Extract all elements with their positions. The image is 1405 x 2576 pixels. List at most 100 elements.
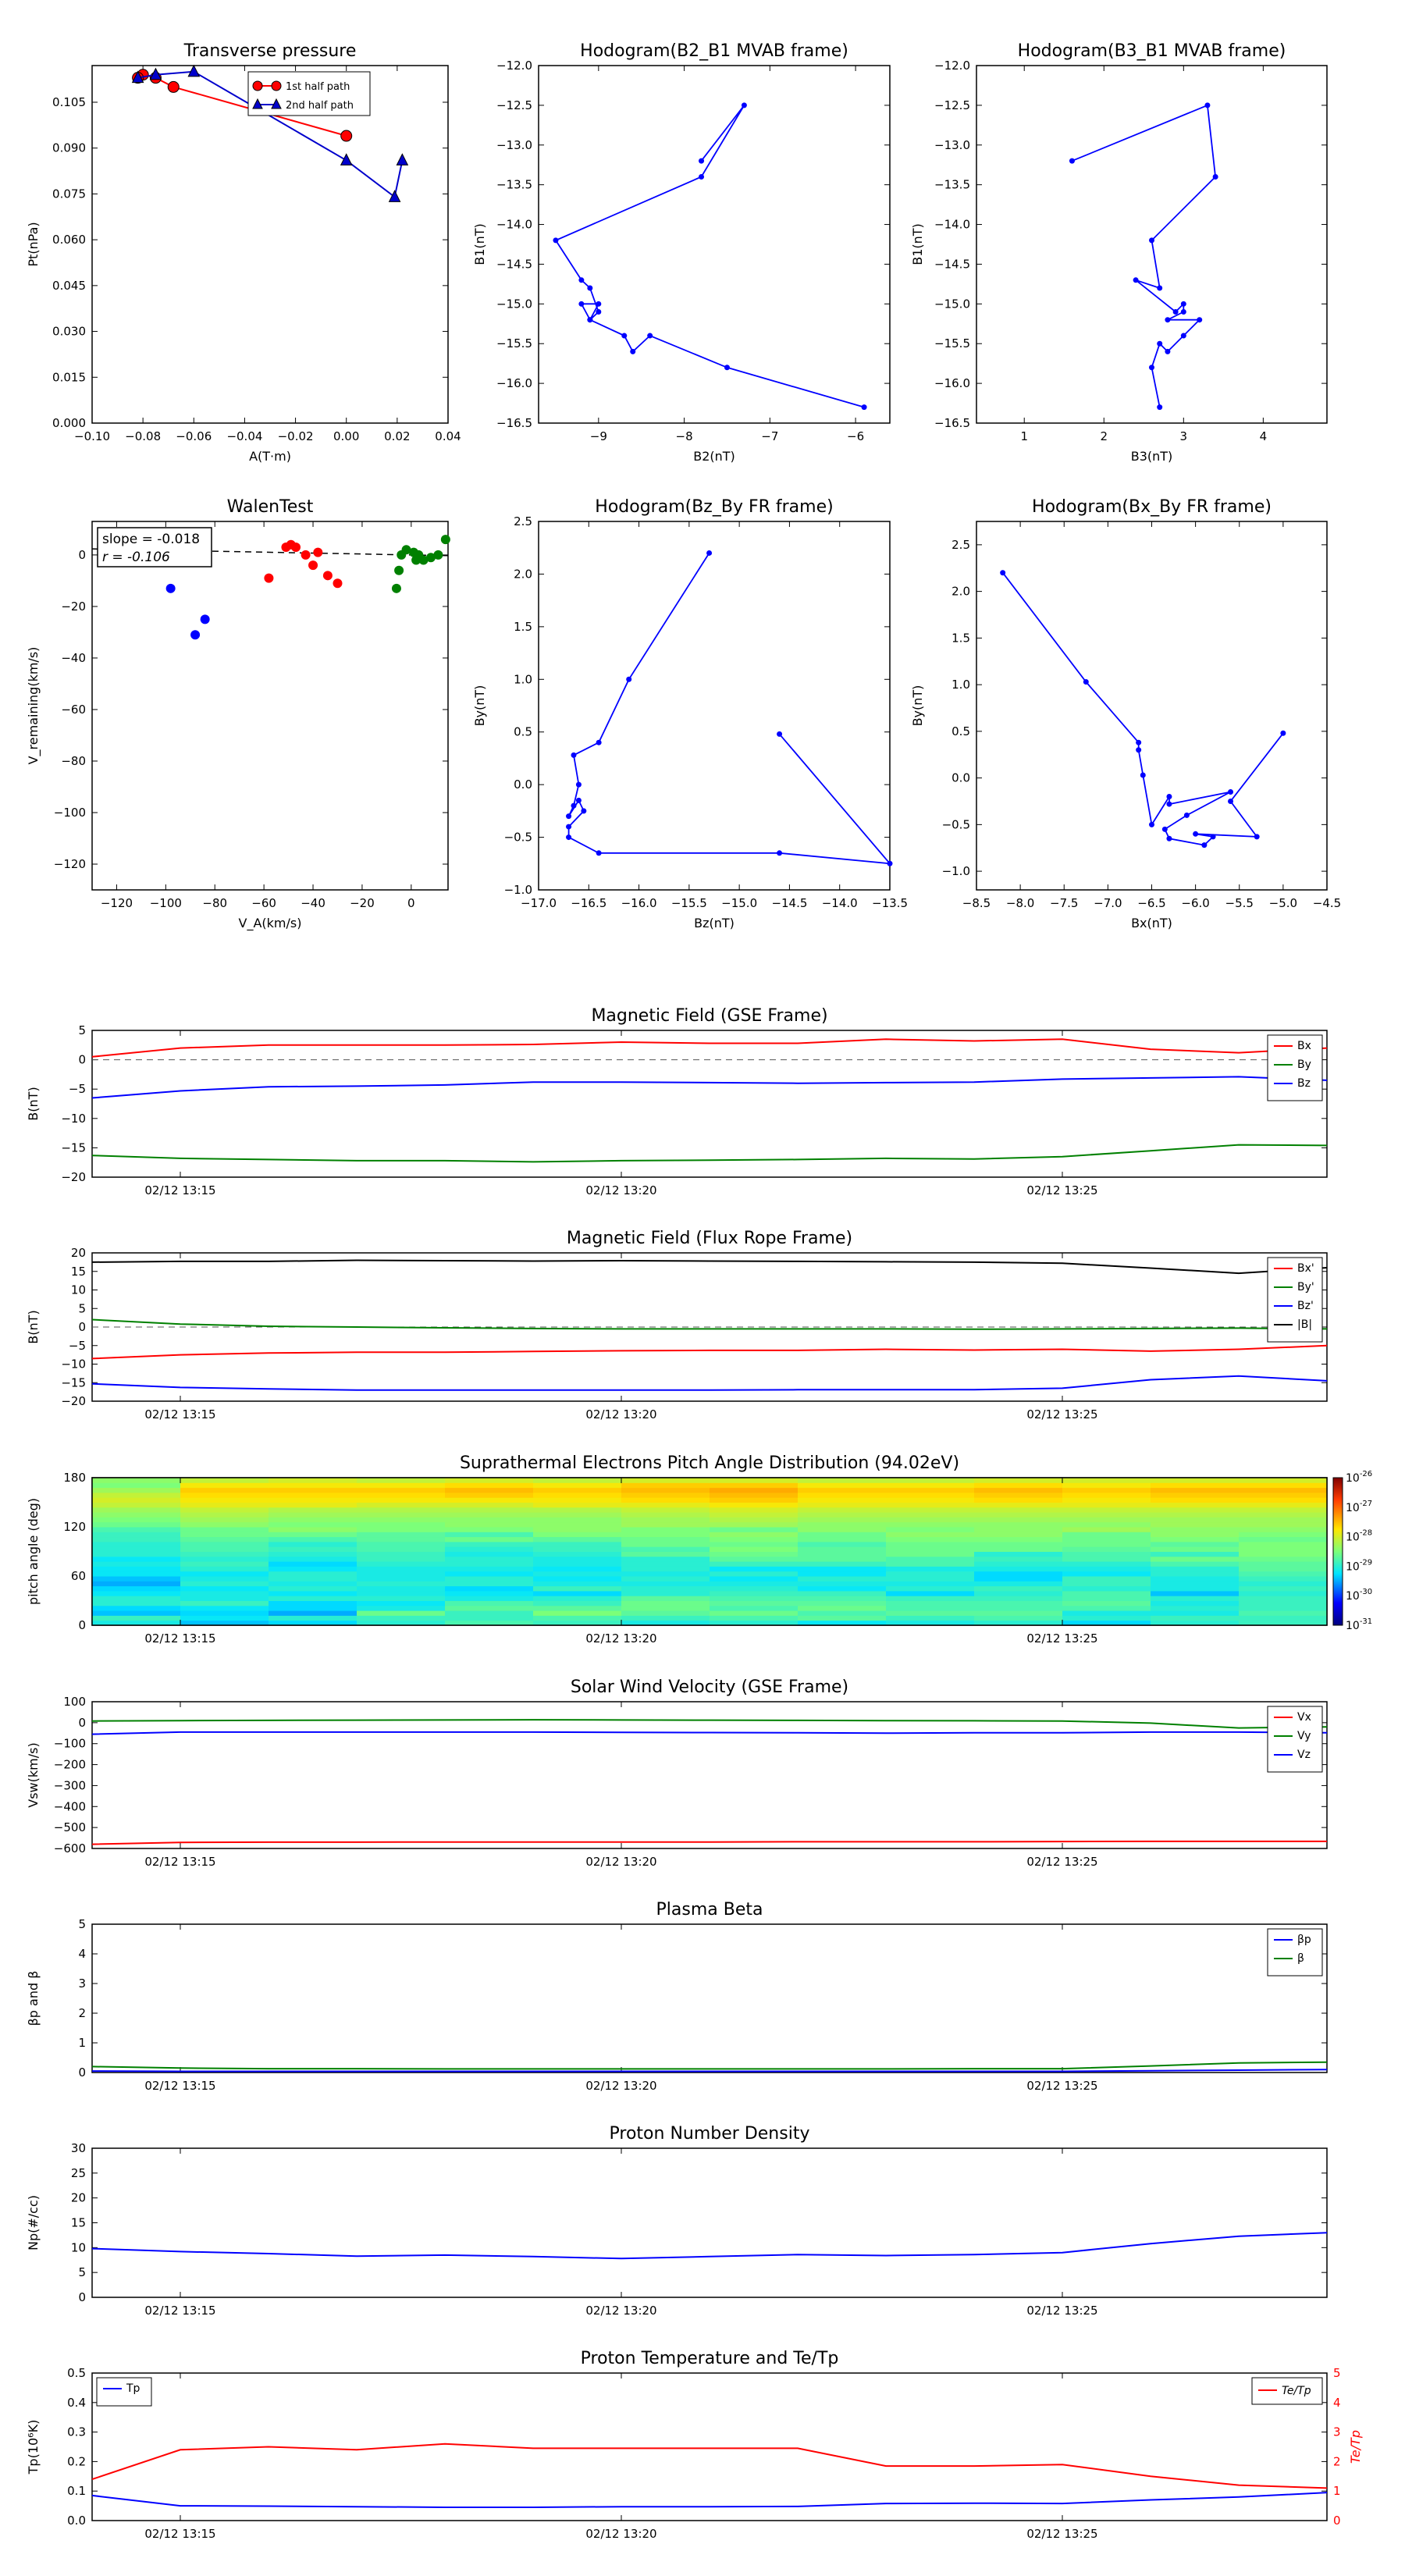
heatmap-cell xyxy=(1062,1517,1151,1523)
heatmap-cell xyxy=(269,1585,357,1592)
heatmap-cell xyxy=(1151,1512,1240,1517)
y-tick-label-right: 3 xyxy=(1333,2425,1341,2439)
heatmap-cell xyxy=(974,1600,1063,1606)
heatmap-cell xyxy=(621,1561,710,1567)
heatmap-cell xyxy=(357,1532,446,1538)
data-point xyxy=(396,153,409,165)
data-point xyxy=(596,301,602,307)
x-tick-label: 02/12 13:15 xyxy=(144,1183,215,1197)
heatmap-cell xyxy=(886,1532,975,1538)
heatmap-cell xyxy=(1062,1546,1151,1552)
heatmap-cell xyxy=(710,1556,799,1562)
heatmap-cell xyxy=(1151,1551,1240,1557)
heatmap-cell xyxy=(798,1556,887,1562)
heatmap-cell xyxy=(445,1585,534,1592)
x-tick-label: −6 xyxy=(847,429,864,443)
legend-label: β xyxy=(1297,1952,1304,1965)
data-point xyxy=(394,565,404,575)
heatmap-cell xyxy=(974,1590,1063,1596)
heatmap-cell xyxy=(974,1492,1063,1498)
heatmap-cell xyxy=(1151,1517,1240,1523)
heatmap-cell xyxy=(621,1610,710,1616)
data-point xyxy=(1280,730,1286,736)
chart-title: Hodogram(B2_B1 MVAB frame) xyxy=(580,41,848,61)
data-point xyxy=(1165,317,1171,323)
heatmap-cell xyxy=(1151,1585,1240,1592)
y-axis-label: pitch angle (deg) xyxy=(26,1498,41,1605)
heatmap-cell xyxy=(533,1521,622,1528)
data-point xyxy=(308,560,318,571)
heatmap-cell xyxy=(886,1605,975,1611)
plot-frame xyxy=(91,521,449,891)
data-point xyxy=(1172,309,1179,315)
x-tick-label: 2 xyxy=(1100,429,1108,443)
heatmap-cell xyxy=(886,1497,975,1503)
heatmap-cell xyxy=(445,1551,534,1557)
heatmap-cell xyxy=(445,1581,534,1587)
heatmap-cell xyxy=(180,1590,269,1596)
heatmap-cell xyxy=(886,1610,975,1616)
colorbar-tick-label: 10-29 xyxy=(1346,1558,1372,1573)
heatmap-cell xyxy=(1062,1610,1151,1616)
y-tick-label: 2 xyxy=(78,2006,86,2020)
heatmap-cell xyxy=(1062,1512,1151,1517)
data-point xyxy=(264,573,274,583)
heatmap-cell xyxy=(1151,1571,1240,1577)
x-tick-label: 02/12 13:25 xyxy=(1026,2527,1097,2541)
heatmap-cell xyxy=(445,1478,534,1483)
x-tick-label: 02/12 13:25 xyxy=(1026,1631,1097,1646)
x-tick-label: 02/12 13:20 xyxy=(585,2527,656,2541)
data-point xyxy=(571,752,577,758)
heatmap-cell xyxy=(269,1605,357,1611)
heatmap-cell xyxy=(357,1566,446,1572)
chart-hb21: Hodogram(B2_B1 MVAB frame) −16.5 −16.0 −15.… xyxy=(472,41,891,464)
x-tick-label: −5.0 xyxy=(1269,896,1297,910)
heatmap-cell xyxy=(1151,1581,1240,1587)
legend-box xyxy=(1267,1706,1323,1773)
chart-walen: WalenTest −120 −100 −80 −60 −40 −20 0 V_remainin… xyxy=(26,497,450,931)
x-tick-label: 02/12 13:15 xyxy=(144,2079,215,2093)
heatmap-cell xyxy=(92,1521,181,1528)
heatmap-cell xyxy=(533,1482,622,1489)
heatmap-cell xyxy=(710,1590,799,1596)
legend-label: Vz xyxy=(1297,1749,1311,1761)
heatmap-cell xyxy=(357,1571,446,1577)
heatmap-cell xyxy=(621,1521,710,1528)
y-tick-label-right: 0 xyxy=(1333,2514,1341,2528)
y-tick-label: 10 xyxy=(71,2240,86,2254)
heatmap-cell xyxy=(621,1571,710,1577)
y-tick-label: −15.0 xyxy=(496,297,532,311)
x-tick-label: −6.0 xyxy=(1181,896,1209,910)
heatmap-cell xyxy=(180,1551,269,1557)
y-tick-label: 0.045 xyxy=(52,279,86,293)
x-tick-label: 02/12 13:25 xyxy=(1026,1407,1097,1421)
heatmap-cell xyxy=(1062,1502,1151,1508)
data-point xyxy=(777,731,783,737)
data-point xyxy=(626,676,632,682)
data-point xyxy=(401,545,411,555)
heatmap-cell xyxy=(445,1596,534,1601)
heatmap-cell xyxy=(269,1541,357,1547)
heatmap-cell xyxy=(445,1482,534,1489)
heatmap-cell xyxy=(1151,1487,1240,1493)
heatmap-cell xyxy=(621,1487,710,1493)
y-tick-label: −20 xyxy=(61,1394,86,1408)
heatmap-cell xyxy=(92,1605,181,1611)
heatmap-cell xyxy=(180,1581,269,1587)
heatmap-cell xyxy=(621,1527,710,1532)
heatmap-cell xyxy=(798,1551,887,1557)
y-tick-label: −40 xyxy=(61,651,86,665)
heatmap-cell xyxy=(974,1507,1063,1513)
x-tick-label: −15.5 xyxy=(671,896,707,910)
heatmap-cell xyxy=(357,1536,446,1542)
x-tick-label: −0.02 xyxy=(278,429,314,443)
heatmap-cell xyxy=(357,1497,446,1503)
data-point xyxy=(706,550,713,556)
heatmap-cell xyxy=(269,1561,357,1567)
heatmap-cell xyxy=(1239,1596,1328,1601)
heatmap-cell xyxy=(269,1571,357,1577)
y-tick-label: 0.5 xyxy=(514,725,532,739)
series-line xyxy=(567,553,892,865)
x-tick-label: −8 xyxy=(676,429,693,443)
heatmap-cell xyxy=(1151,1600,1240,1606)
